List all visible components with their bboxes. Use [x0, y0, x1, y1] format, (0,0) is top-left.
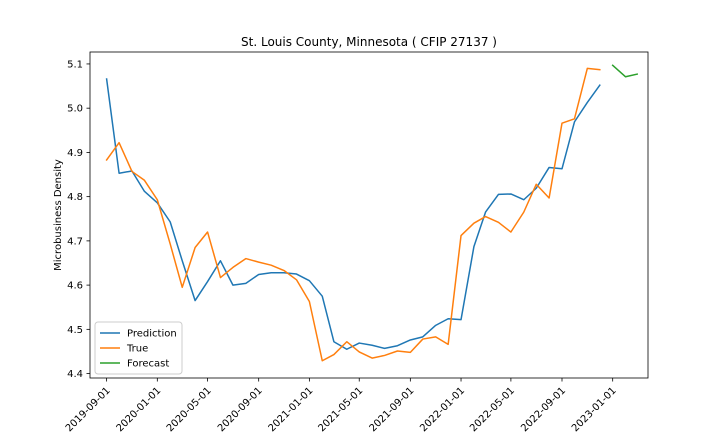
- series-line-true: [105, 67, 601, 362]
- y-tick-label: 5.1: [67, 59, 83, 70]
- y-tick-label: 4.9: [67, 148, 83, 159]
- y-tick-label: 4.6: [67, 281, 83, 292]
- legend-label-true: True: [126, 344, 148, 355]
- legend-label-prediction: Prediction: [127, 329, 177, 340]
- legend-label-forecast: Forecast: [127, 359, 169, 370]
- plot-frame: [89, 51, 649, 379]
- y-tick-label: 4.7: [67, 236, 83, 247]
- chart-title: St. Louis County, Minnesota ( CFIP 27137…: [241, 35, 497, 49]
- y-tick-label: 4.5: [67, 325, 83, 336]
- y-tick-label: 4.4: [67, 369, 83, 380]
- y-axis-title: Microbusiness Density: [53, 159, 64, 271]
- legend-box: [94, 321, 183, 375]
- y-axis: 4.4 4.5 4.6 4.7 4.8 4.9 5.0 5.1: [67, 59, 90, 380]
- legend: Prediction True Forecast: [94, 321, 183, 375]
- plot-lines: [105, 64, 639, 362]
- series-line-forecast: [611, 64, 639, 78]
- y-tick-label: 4.8: [67, 192, 83, 203]
- y-tick-label: 5.0: [67, 104, 83, 115]
